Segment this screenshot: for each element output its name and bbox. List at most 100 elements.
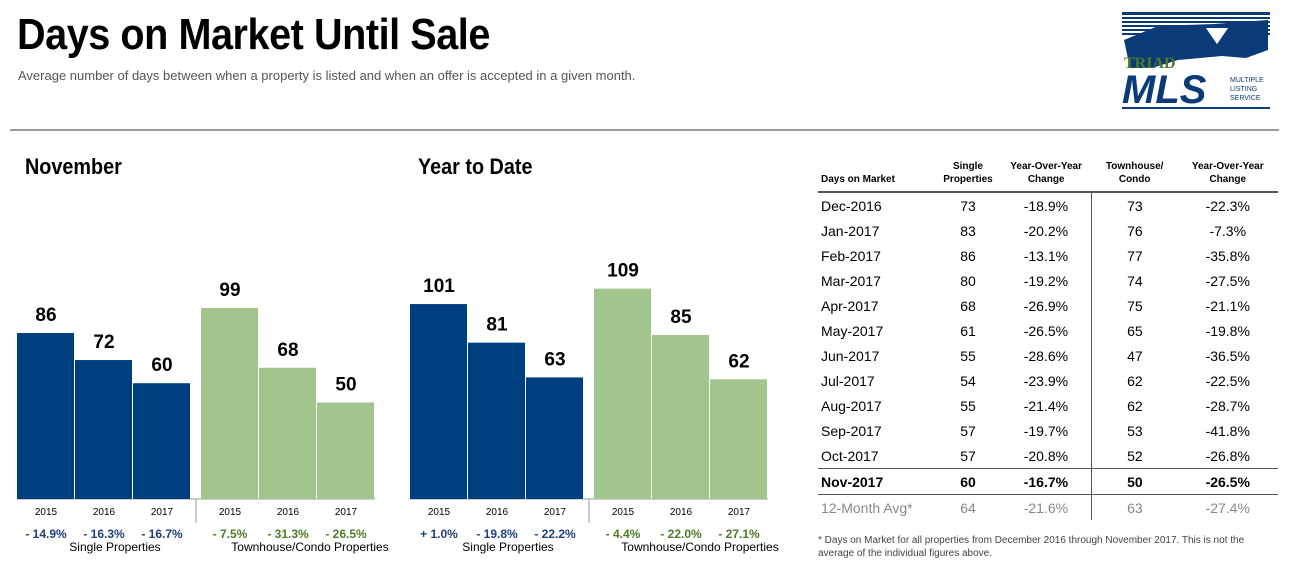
page-title: Days on Market Until Sale xyxy=(17,10,490,59)
ytd-change-label: - 22.2% xyxy=(534,527,576,541)
nov-value-label: 60 xyxy=(151,355,172,376)
logo-tagline-3: SERVICE xyxy=(1230,95,1261,102)
table-cell: 75 xyxy=(1127,297,1143,314)
table-cell: 83 xyxy=(960,222,976,239)
ytd-value-label: 85 xyxy=(670,307,692,328)
table-header-row: Days on Market Single Properties Year-Ov… xyxy=(818,160,1278,193)
table-cell: 12-Month Avg* xyxy=(821,499,913,516)
table-cell: -28.6% xyxy=(1000,343,1093,368)
table-row: Jul-2017 54 -23.9% 62 -22.5% xyxy=(818,368,1278,393)
table-cell: 64 xyxy=(960,499,976,516)
table-cell: -26.5% xyxy=(1000,318,1093,343)
table-cell: -21.4% xyxy=(1000,393,1093,418)
table-row: Sep-2017 57 -19.7% 53 -41.8% xyxy=(818,418,1278,443)
ytd-bar-1-2017 xyxy=(710,379,767,499)
ytd-bar-1-2016 xyxy=(652,334,709,499)
logo-triad-text: TRIAD xyxy=(1124,55,1176,72)
ytd-tick-label: 2017 xyxy=(544,507,567,518)
nov-bar-0-2016 xyxy=(75,360,132,499)
table-cell: 73 xyxy=(960,197,976,214)
table-cell: 74 xyxy=(1127,272,1143,289)
nov-bar-0-2017 xyxy=(133,383,190,499)
table-cell: -13.1% xyxy=(1000,243,1093,268)
table-cell: -27.4% xyxy=(1205,499,1250,516)
ytd-change-label: - 19.8% xyxy=(476,527,518,541)
table-row: Feb-2017 86 -13.1% 77 -35.8% xyxy=(818,243,1278,268)
table-cell: 65 xyxy=(1127,322,1143,339)
ytd-value-label: 101 xyxy=(423,276,455,297)
table-cell: 68 xyxy=(960,297,976,314)
table-cell: 47 xyxy=(1127,347,1143,364)
table-cell: 54 xyxy=(960,372,976,389)
table-cell: -28.7% xyxy=(1205,397,1250,414)
table-cell: -41.8% xyxy=(1205,422,1250,439)
table-cell: -18.9% xyxy=(1000,192,1093,218)
table-cell: 62 xyxy=(1127,397,1143,414)
ytd-tick-label: 2016 xyxy=(486,507,509,518)
nov-bar-1-2015 xyxy=(201,307,258,499)
ytd-chart: 101 2015 + 1.0% 81 2016 - 19.8% 63 2017 - 22.2% 1… xyxy=(410,261,768,541)
ytd-townhouse-label: Townhouse/Condo Properties xyxy=(621,540,779,554)
table-row: Apr-2017 68 -26.9% 75 -21.1% xyxy=(818,293,1278,318)
table-row: Dec-2016 73 -18.9% 73 -22.3% xyxy=(818,192,1278,218)
table-cell: -20.2% xyxy=(1000,218,1093,243)
logo-tagline-1: MULTIPLE xyxy=(1230,77,1264,84)
table-row: Aug-2017 55 -21.4% 62 -28.7% xyxy=(818,393,1278,418)
table-footnote: * Days on Market for all properties from… xyxy=(818,535,1245,559)
nov-change-label: - 14.9% xyxy=(25,527,67,541)
table-cell: -21.1% xyxy=(1205,297,1250,314)
nov-single-label: Single Properties xyxy=(69,540,161,554)
page-subtitle: Average number of days between when a pr… xyxy=(18,68,636,83)
nov-value-label: 50 xyxy=(335,375,356,396)
ytd-tick-label: 2015 xyxy=(612,507,635,518)
ytd-tick-label: 2016 xyxy=(670,507,693,518)
col-header-townhouse: Townhouse/ Condo xyxy=(1091,160,1178,193)
nov-change-label: - 16.3% xyxy=(83,527,125,541)
nov-bar-1-2016 xyxy=(259,367,316,499)
col-header-single-change: Year-Over-Year Change xyxy=(1000,160,1092,193)
ytd-value-label: 81 xyxy=(486,315,508,336)
table-cell: 52 xyxy=(1127,447,1143,464)
table-cell: 57 xyxy=(960,447,976,464)
table-cell: Feb-2017 xyxy=(821,247,881,264)
ytd-bar-0-2017 xyxy=(526,377,583,499)
ytd-change-label: + 1.0% xyxy=(420,527,458,541)
nov-change-label: - 31.3% xyxy=(267,527,309,541)
ytd-change-label: - 27.1% xyxy=(718,527,760,541)
table-cell: -26.9% xyxy=(1000,293,1093,318)
table-cell: Sep-2017 xyxy=(821,422,882,439)
table-cell: 86 xyxy=(960,247,976,264)
table-cell: -23.9% xyxy=(1000,368,1093,393)
table-cell: May-2017 xyxy=(821,322,884,339)
header-divider xyxy=(10,129,1279,131)
table-cell: -22.3% xyxy=(1205,197,1250,214)
ytd-value-label: 63 xyxy=(544,349,565,370)
table-cell: 53 xyxy=(1127,422,1143,439)
table-row: May-2017 61 -26.5% 65 -19.8% xyxy=(818,318,1278,343)
ytd-value-label: 109 xyxy=(607,261,639,282)
nov-change-label: - 7.5% xyxy=(213,527,248,541)
nov-tick-label: 2016 xyxy=(93,507,116,518)
table-cell: -35.8% xyxy=(1205,247,1250,264)
logo-tagline-2: LISTING xyxy=(1230,86,1257,93)
table-cell: -22.5% xyxy=(1205,372,1250,389)
table-cell: Jan-2017 xyxy=(821,222,880,239)
nov-value-label: 86 xyxy=(35,305,56,326)
table-cell: -19.2% xyxy=(1000,268,1093,293)
table-cell: 63 xyxy=(1127,499,1143,516)
nov-tick-label: 2017 xyxy=(335,507,358,518)
logo-mls-text: MLS xyxy=(1122,68,1207,110)
col-header-single: Single Properties xyxy=(935,160,1001,193)
ytd-change-label: - 4.4% xyxy=(606,527,641,541)
table-cell: 55 xyxy=(960,347,976,364)
table-cell: 61 xyxy=(960,322,976,339)
ytd-bar-1-2015 xyxy=(594,288,651,499)
table-cell: Oct-2017 xyxy=(821,447,879,464)
table-row: Oct-2017 57 -20.8% 52 -26.8% xyxy=(818,443,1278,469)
table-cell: -26.8% xyxy=(1205,447,1250,464)
table-cell: 62 xyxy=(1127,372,1143,389)
table-cell: Nov-2017 xyxy=(818,468,936,495)
table-row: Jan-2017 83 -20.2% 76 -7.3% xyxy=(818,218,1278,243)
triad-mls-logo: TRIAD MLS MULTIPLE LISTING SERVICE xyxy=(1122,12,1270,110)
table-cell: -20.8% xyxy=(1000,443,1093,469)
